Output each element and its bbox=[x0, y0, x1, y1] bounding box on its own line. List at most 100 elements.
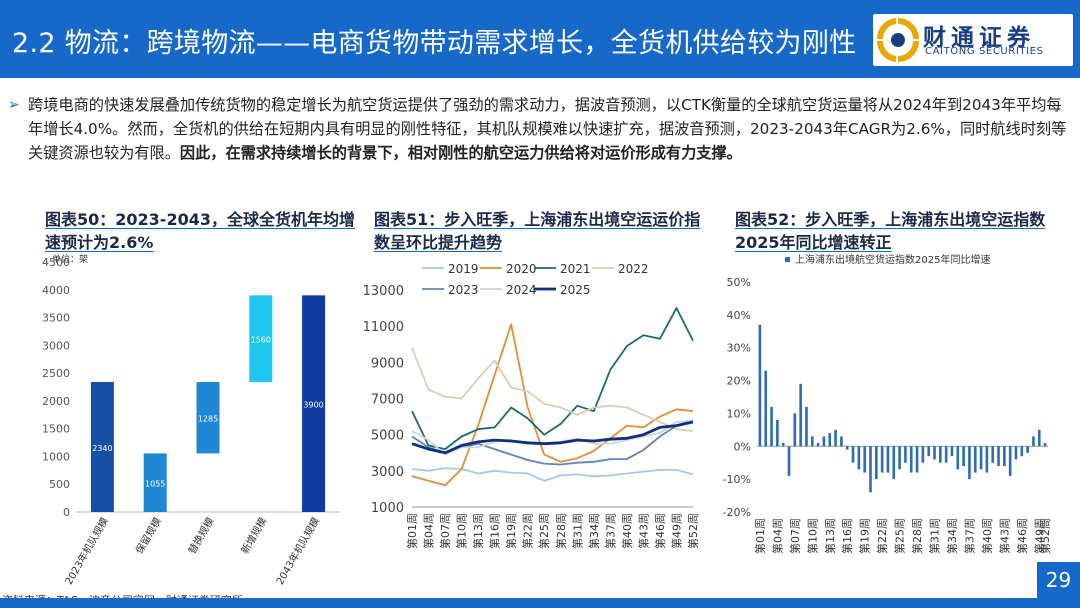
x-tick-label: 第34周 bbox=[945, 518, 959, 554]
yoy-bar bbox=[1020, 446, 1024, 457]
chart-title-51: 图表51：步入旺季，上海浦东出境空运运价指数呈环比提升趋势 bbox=[374, 210, 701, 252]
y-tick-label: 9000 bbox=[371, 356, 404, 371]
intro-paragraph: ➢ 跨境电商的快速发展叠加传统货物的稳定增长为航空货运提供了强劲的需求动力，据波… bbox=[8, 93, 1068, 165]
legend-label: 2025 bbox=[560, 283, 591, 297]
yoy-bar bbox=[799, 383, 802, 447]
legend-label: 2020 bbox=[506, 262, 537, 276]
yoy-bar bbox=[810, 436, 814, 447]
y-tick-label: 2000 bbox=[42, 395, 70, 408]
y-tick-label: 30% bbox=[727, 342, 751, 355]
yoy-bar bbox=[857, 446, 861, 470]
y-tick-label: 1500 bbox=[42, 423, 70, 436]
yoy-bar bbox=[863, 446, 866, 473]
yoy-bar bbox=[776, 420, 779, 447]
yoy-bar bbox=[1014, 446, 1018, 460]
yoy-bar bbox=[1032, 436, 1035, 447]
yoy-bar bbox=[968, 446, 971, 480]
footer-bar bbox=[0, 598, 1080, 608]
yoy-bar bbox=[933, 446, 936, 460]
x-tick-label: 第19周 bbox=[504, 513, 518, 549]
y-tick-label: 3000 bbox=[371, 465, 404, 480]
arrow-bullet-icon: ➢ bbox=[8, 97, 20, 113]
yoy-bar bbox=[758, 324, 762, 447]
x-tick-label: 第34周 bbox=[587, 513, 601, 549]
logo: 财通证券 CAITONG SECURITIES bbox=[873, 14, 1073, 66]
y-tick-label: 13000 bbox=[363, 284, 404, 299]
y-tick-label: 40% bbox=[727, 309, 751, 322]
y-tick-label: 2500 bbox=[42, 367, 70, 380]
yoy-bar bbox=[816, 443, 820, 447]
yoy-bar bbox=[898, 446, 901, 470]
series-line-2020 bbox=[411, 323, 694, 487]
logo-text-cn: 财通证券 bbox=[923, 25, 1035, 51]
series-line-2022 bbox=[411, 347, 694, 432]
freight-index-line-chart: 1000 3000 5000 7000 9000 11000 13000 第01周 第04周 第0… bbox=[363, 262, 700, 549]
fleet-waterfall-chart: 单位：架 0 500 1000 1500 2000 2500 3000 3500 4000 4500… bbox=[42, 253, 340, 587]
y-tick-label: 4000 bbox=[42, 284, 70, 297]
x-tick-label: 第40周 bbox=[620, 513, 634, 549]
yoy-bar bbox=[805, 406, 808, 447]
waterfall-bar bbox=[196, 382, 220, 454]
x-tick-label: 第01周 bbox=[405, 513, 419, 549]
logo-text-en: CAITONG SECURITIES bbox=[925, 46, 1044, 57]
y-tick-label: 11000 bbox=[363, 320, 404, 335]
yoy-bar bbox=[787, 446, 791, 476]
x-tick-label: 第52周 bbox=[686, 513, 700, 549]
y-tick-label: 500 bbox=[49, 478, 70, 491]
y-tick-label: 10% bbox=[727, 407, 751, 420]
x-tick-label: 第19周 bbox=[858, 518, 872, 554]
yoy-bar bbox=[985, 446, 989, 473]
x-tick-label: 第46周 bbox=[653, 513, 667, 549]
unit-label: 单位：架 bbox=[52, 253, 88, 265]
yoy-bar bbox=[973, 446, 977, 473]
bar-value-label: 1055 bbox=[145, 480, 165, 489]
yoy-bar bbox=[956, 446, 960, 470]
x-tick-label: 第13周 bbox=[471, 513, 485, 549]
y-tick-label: -10% bbox=[723, 473, 751, 486]
waterfall-bar bbox=[90, 382, 114, 512]
yoy-bar bbox=[845, 446, 849, 450]
series-line-2021 bbox=[411, 307, 694, 451]
bar-value-label: 1560 bbox=[251, 336, 271, 345]
x-tick-label: 第01周 bbox=[753, 518, 767, 554]
x-tick-label: 第40周 bbox=[980, 518, 994, 554]
yoy-bar bbox=[880, 446, 884, 473]
yoy-bar bbox=[904, 446, 907, 463]
y-tick-label: 5000 bbox=[371, 429, 404, 444]
yoy-bar bbox=[840, 436, 843, 447]
y-tick-label: 1000 bbox=[42, 450, 70, 463]
chart-title-50: 图表50：2023-2043，全球全货机年均增速预计为2.6% bbox=[45, 210, 355, 252]
yoy-bar bbox=[851, 446, 855, 463]
yoy-bar bbox=[1037, 429, 1041, 447]
chart-title-52: 图表52：步入旺季，上海浦东出境空运指数2025年同比增速转正 bbox=[735, 210, 1046, 252]
caitong-logo-icon bbox=[877, 18, 919, 62]
yoy-bar bbox=[1026, 446, 1029, 453]
legend-label: 2021 bbox=[560, 262, 591, 276]
x-tick-label: 第28周 bbox=[910, 518, 924, 554]
x-tick-label: 第49周 bbox=[1032, 518, 1046, 554]
yoy-bar bbox=[1043, 443, 1047, 447]
y-tick-label: 3000 bbox=[42, 339, 70, 352]
x-tick-label: 第25周 bbox=[537, 513, 551, 549]
yoy-bar bbox=[915, 446, 919, 473]
yoy-bar bbox=[950, 446, 954, 457]
yoy-bar bbox=[997, 446, 1000, 466]
x-tick-label: 第37周 bbox=[603, 513, 617, 549]
y-tick-label: 20% bbox=[727, 375, 751, 388]
legend-label: 2022 bbox=[618, 262, 649, 276]
x-tick-label: 第28周 bbox=[554, 513, 568, 549]
yoy-bar bbox=[909, 446, 913, 473]
yoy-bar bbox=[979, 446, 983, 470]
yoy-bar bbox=[869, 446, 872, 493]
yoy-bar bbox=[828, 433, 832, 447]
y-tick-label: 50% bbox=[727, 276, 751, 289]
yoy-bar bbox=[991, 446, 995, 463]
yoy-growth-bar-chart: 上海浦东出境航空货运指数2025年同比增速 -20% -10% 0% 10% 20% 30%… bbox=[723, 253, 1053, 554]
y-tick-label: 3500 bbox=[42, 312, 70, 325]
legend-swatch bbox=[785, 257, 790, 262]
waterfall-bar bbox=[302, 295, 326, 512]
yoy-bar bbox=[1003, 446, 1006, 466]
intro-text: 跨境电商的快速发展叠加传统货物的稳定增长为航空货运提供了强劲的需求动力，据波音预… bbox=[28, 96, 1067, 162]
x-tick-label: 第52周 bbox=[1038, 518, 1052, 554]
x-tick-label: 第16周 bbox=[840, 518, 854, 554]
